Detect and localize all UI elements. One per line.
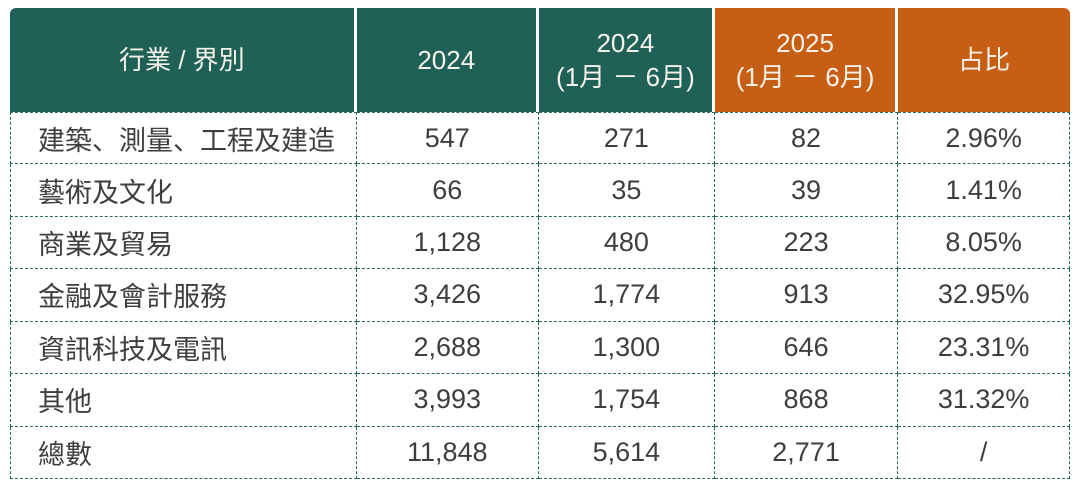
row-label: 其他 (10, 374, 357, 427)
cell-2025-h1: 868 (714, 374, 899, 427)
cell-2024-h1: 1,754 (538, 374, 715, 427)
cell-2024-h1: 1,774 (538, 269, 715, 322)
cell-2025-h1-total: 2,771 (714, 426, 899, 479)
cell-2025-h1: 82 (714, 112, 899, 165)
cell-2024: 547 (356, 112, 539, 165)
row-label-total: 總數 (10, 426, 357, 479)
cell-share: 2.96% (898, 112, 1070, 165)
cell-2024: 2,688 (356, 321, 539, 375)
row-label: 藝術及文化 (10, 164, 357, 217)
header-label: 2024 (417, 44, 476, 75)
header-label-line2: (1月 － 6月) (556, 62, 695, 92)
cell-2024-h1: 480 (538, 216, 715, 270)
industry-table: 行業 / 界別 2024 2024 (1月 － 6月) 2025 (1月 － 6… (10, 8, 1070, 479)
row-label: 建築、測量、工程及建造 (10, 112, 357, 165)
header-label: 占比 (958, 44, 1011, 75)
header-cell-2025-h1: 2025 (1月 － 6月) (714, 8, 899, 112)
cell-2024: 1,128 (356, 216, 539, 270)
cell-share: 32.95% (898, 269, 1070, 322)
cell-2024: 3,426 (356, 269, 539, 322)
cell-share: 31.32% (898, 374, 1070, 427)
cell-2025-h1: 223 (714, 216, 899, 270)
cell-2024-total: 11,848 (356, 426, 539, 479)
cell-share: 23.31% (898, 321, 1070, 375)
header-label-line1: 2025 (776, 27, 834, 58)
header-cell-2024: 2024 (356, 8, 539, 112)
header-label-line2: (1月 － 6月) (735, 62, 875, 92)
row-label: 資訊科技及電訊 (10, 321, 357, 375)
cell-share-total: / (898, 426, 1070, 479)
header-cell-share: 占比 (898, 8, 1070, 112)
cell-2024: 3,993 (356, 374, 539, 427)
cell-2024-h1: 1,300 (538, 321, 715, 375)
row-label: 商業及貿易 (10, 216, 357, 270)
cell-2024-h1: 35 (538, 164, 715, 217)
cell-2025-h1: 646 (714, 321, 899, 375)
cell-2025-h1: 913 (714, 269, 899, 322)
header-label-line1: 2024 (596, 27, 655, 58)
header-label: 行業 / 界別 (118, 44, 245, 75)
cell-2024-h1-total: 5,614 (538, 426, 715, 479)
header-cell-industry: 行業 / 界別 (10, 8, 357, 112)
cell-2025-h1: 39 (714, 164, 899, 217)
cell-share: 1.41% (898, 164, 1070, 217)
row-label: 金融及會計服務 (10, 269, 357, 322)
cell-2024-h1: 271 (538, 112, 715, 165)
cell-2024: 66 (356, 164, 539, 217)
cell-share: 8.05% (898, 216, 1070, 270)
header-cell-2024-h1: 2024 (1月 － 6月) (538, 8, 715, 112)
